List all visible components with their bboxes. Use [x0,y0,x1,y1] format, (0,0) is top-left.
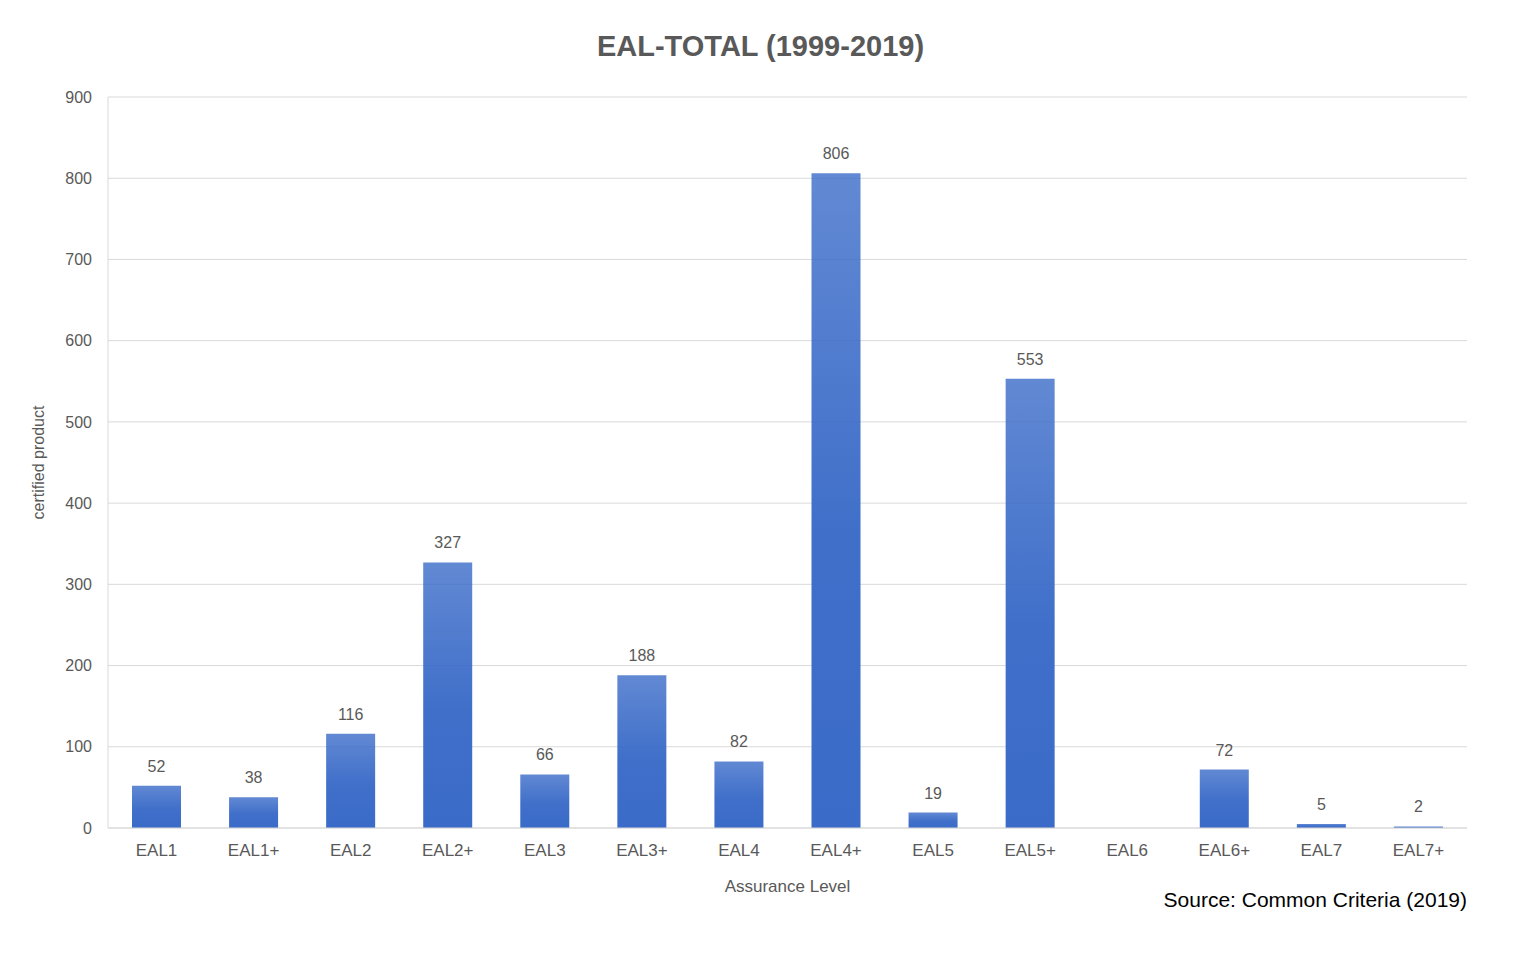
svg-text:EAL1: EAL1 [136,841,178,860]
svg-text:EAL5: EAL5 [912,841,954,860]
svg-text:327: 327 [434,534,461,551]
svg-text:72: 72 [1215,742,1233,759]
html-text:EAL-TOTAL (1999-2019): EAL-TOTAL (1999-2019) [596,30,925,62]
svg-text:Assurance Level: Assurance Level [725,877,851,896]
svg-text:806: 806 [823,145,850,162]
svg-text:300: 300 [65,576,92,593]
svg-text:38: 38 [245,769,263,786]
svg-text:553: 553 [1017,351,1044,368]
svg-text:700: 700 [65,251,92,268]
svg-text:EAL7: EAL7 [1301,841,1343,860]
svg-text:EAL7+: EAL7+ [1393,841,1445,860]
html-text:Source: Common Criteria (2019): Source: Common Criteria (2019) [1163,888,1467,911]
svg-text:2: 2 [1414,798,1423,815]
svg-text:52: 52 [148,758,166,775]
svg-text:82: 82 [730,733,748,750]
svg-text:19: 19 [924,785,942,802]
svg-text:EAL3+: EAL3+ [616,841,668,860]
svg-text:188: 188 [629,647,656,664]
svg-text:5: 5 [1317,796,1326,813]
svg-text:900: 900 [65,89,92,106]
svg-text:800: 800 [65,170,92,187]
svg-text:EAL2+: EAL2+ [422,841,474,860]
svg-text:EAL5+: EAL5+ [1004,841,1056,860]
svg-text:EAL2: EAL2 [330,841,372,860]
svg-text:EAL4: EAL4 [718,841,760,860]
svg-text:500: 500 [65,414,92,431]
svg-text:116: 116 [338,706,364,723]
svg-text:EAL4+: EAL4+ [810,841,862,860]
svg-text:EAL1+: EAL1+ [228,841,280,860]
svg-text:EAL6: EAL6 [1106,841,1148,860]
svg-text:0: 0 [83,820,92,837]
svg-text:100: 100 [65,738,92,755]
svg-text:EAL6+: EAL6+ [1199,841,1251,860]
svg-text:200: 200 [65,657,92,674]
svg-text:certified product: certified product [30,405,47,519]
svg-text:EAL3: EAL3 [524,841,566,860]
svg-text:66: 66 [536,746,554,763]
svg-text:600: 600 [65,332,92,349]
svg-text:400: 400 [65,495,92,512]
